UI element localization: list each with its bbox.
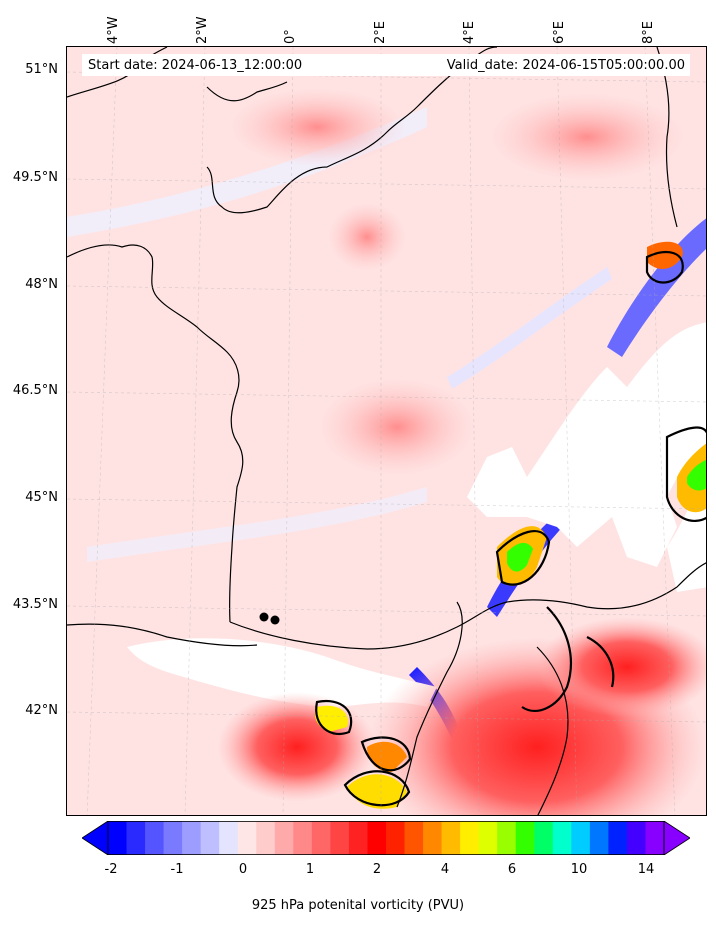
map-panel xyxy=(66,46,707,816)
colorbar-tick-label: 10 xyxy=(570,862,588,877)
colorbar-extend-min xyxy=(82,821,109,855)
alps-missing-area xyxy=(467,322,706,567)
colorbar-segment xyxy=(386,821,406,855)
pv-high-patch xyxy=(647,241,683,269)
lon-label: 2°E xyxy=(373,21,388,44)
pv-streak xyxy=(447,267,612,389)
colorbar xyxy=(82,821,690,855)
coastline-corsica xyxy=(396,601,463,808)
pv-blob xyxy=(317,377,477,477)
gridlines xyxy=(67,47,706,815)
colorbar-segment xyxy=(478,821,498,855)
colorbar-tick-label: 0 xyxy=(238,862,248,877)
pv-high-patch xyxy=(315,705,348,732)
pv-hotspot xyxy=(537,617,706,717)
colorbar-tick-label: 2 xyxy=(372,862,382,877)
colorbar-segment xyxy=(515,821,535,855)
pv-contour xyxy=(360,736,412,772)
station-marker xyxy=(259,612,269,622)
lat-label: 42°N xyxy=(25,703,58,718)
lat-label: 46.5°N xyxy=(12,383,58,398)
colorbar-segment xyxy=(108,821,128,855)
pv-contour xyxy=(315,699,353,736)
colorbar-segment xyxy=(404,821,424,855)
colorbar-segment xyxy=(441,821,461,855)
lon-label: 0° xyxy=(283,29,298,44)
coastline-mediterranean xyxy=(229,562,706,650)
colorbar-segment xyxy=(571,821,591,855)
valid-date-label: Valid_date: 2024-06-15T05:00:00.00 xyxy=(446,58,685,73)
info-box xyxy=(82,54,690,76)
colorbar-segment xyxy=(163,821,183,855)
lat-label: 45°N xyxy=(25,490,58,505)
lon-label: 8°E xyxy=(641,21,656,44)
colorbar-segment xyxy=(256,821,276,855)
colorbar-segment xyxy=(237,821,257,855)
pv-contours xyxy=(315,250,706,807)
colorbar-segment xyxy=(534,821,554,855)
pv-contour xyxy=(495,530,551,586)
colorbar-tick-label: 6 xyxy=(507,862,517,877)
colorbar-segment xyxy=(145,821,165,855)
colorbar-segment xyxy=(552,821,572,855)
colorbar-segment xyxy=(274,821,294,855)
station-marker xyxy=(270,615,280,625)
colorbar-tick-label: 4 xyxy=(440,862,450,877)
colorbar-segment xyxy=(367,821,387,855)
colorbar-segment xyxy=(200,821,220,855)
colorbar-segment xyxy=(348,821,368,855)
lat-label: 43.5°N xyxy=(12,597,58,612)
colorbar-border xyxy=(107,821,665,855)
colorbar-segment xyxy=(460,821,480,855)
colorbar-tick-label: 14 xyxy=(637,862,655,877)
lon-label: 4°W xyxy=(106,16,121,44)
pv-contour xyxy=(665,426,706,523)
pv-streak xyxy=(67,107,427,237)
colorbar-segment xyxy=(182,821,202,855)
pv-blob xyxy=(487,92,687,182)
colorbar-segment xyxy=(126,821,146,855)
colorbar-segment xyxy=(330,821,350,855)
pyrenees-missing-area xyxy=(127,638,437,707)
pv-high-patch xyxy=(507,542,533,572)
pv-streak xyxy=(87,487,427,562)
colorbar-segment xyxy=(608,821,628,855)
coastline-sardinia xyxy=(536,646,569,815)
colorbar-label: 925 hPa potenital vorticity (PVU) xyxy=(251,898,465,913)
lon-label: 2°W xyxy=(195,16,210,44)
colorbar-segment xyxy=(645,821,665,855)
pv-field-map xyxy=(67,47,706,815)
pv-blob xyxy=(327,202,407,272)
colorbar-segment xyxy=(293,821,313,855)
colorbar-segment xyxy=(219,821,239,855)
colorbar-segment xyxy=(311,821,331,855)
colorbar-segment xyxy=(423,821,443,855)
lon-label: 4°E xyxy=(462,21,477,44)
colorbar-segment xyxy=(497,821,517,855)
colorbar-segment xyxy=(626,821,646,855)
pv-high-patch xyxy=(367,741,407,772)
pv-contour xyxy=(586,636,615,688)
lon-label: 6°E xyxy=(552,21,567,44)
colorbar-tick-label: -1 xyxy=(170,862,184,877)
lat-label: 48°N xyxy=(25,277,58,292)
pv-contour xyxy=(343,770,411,807)
colorbar-tick-label: 1 xyxy=(305,862,315,877)
pv-contour xyxy=(521,606,572,713)
coastline-england xyxy=(206,81,288,102)
lat-label: 51°N xyxy=(25,62,58,77)
pv-contour xyxy=(645,250,684,284)
colorbar-segment xyxy=(589,821,609,855)
start-date-label: Start date: 2024-06-13_12:00:00 xyxy=(88,58,303,73)
colorbar-tick-label: -2 xyxy=(104,862,118,877)
coastline-atlantic xyxy=(67,244,244,623)
lat-label: 49.5°N xyxy=(12,170,58,185)
pv-high-patch xyxy=(687,459,706,491)
border-spain-france xyxy=(67,623,258,647)
pv-blob xyxy=(227,87,407,167)
colorbar-extend-max xyxy=(663,821,690,855)
